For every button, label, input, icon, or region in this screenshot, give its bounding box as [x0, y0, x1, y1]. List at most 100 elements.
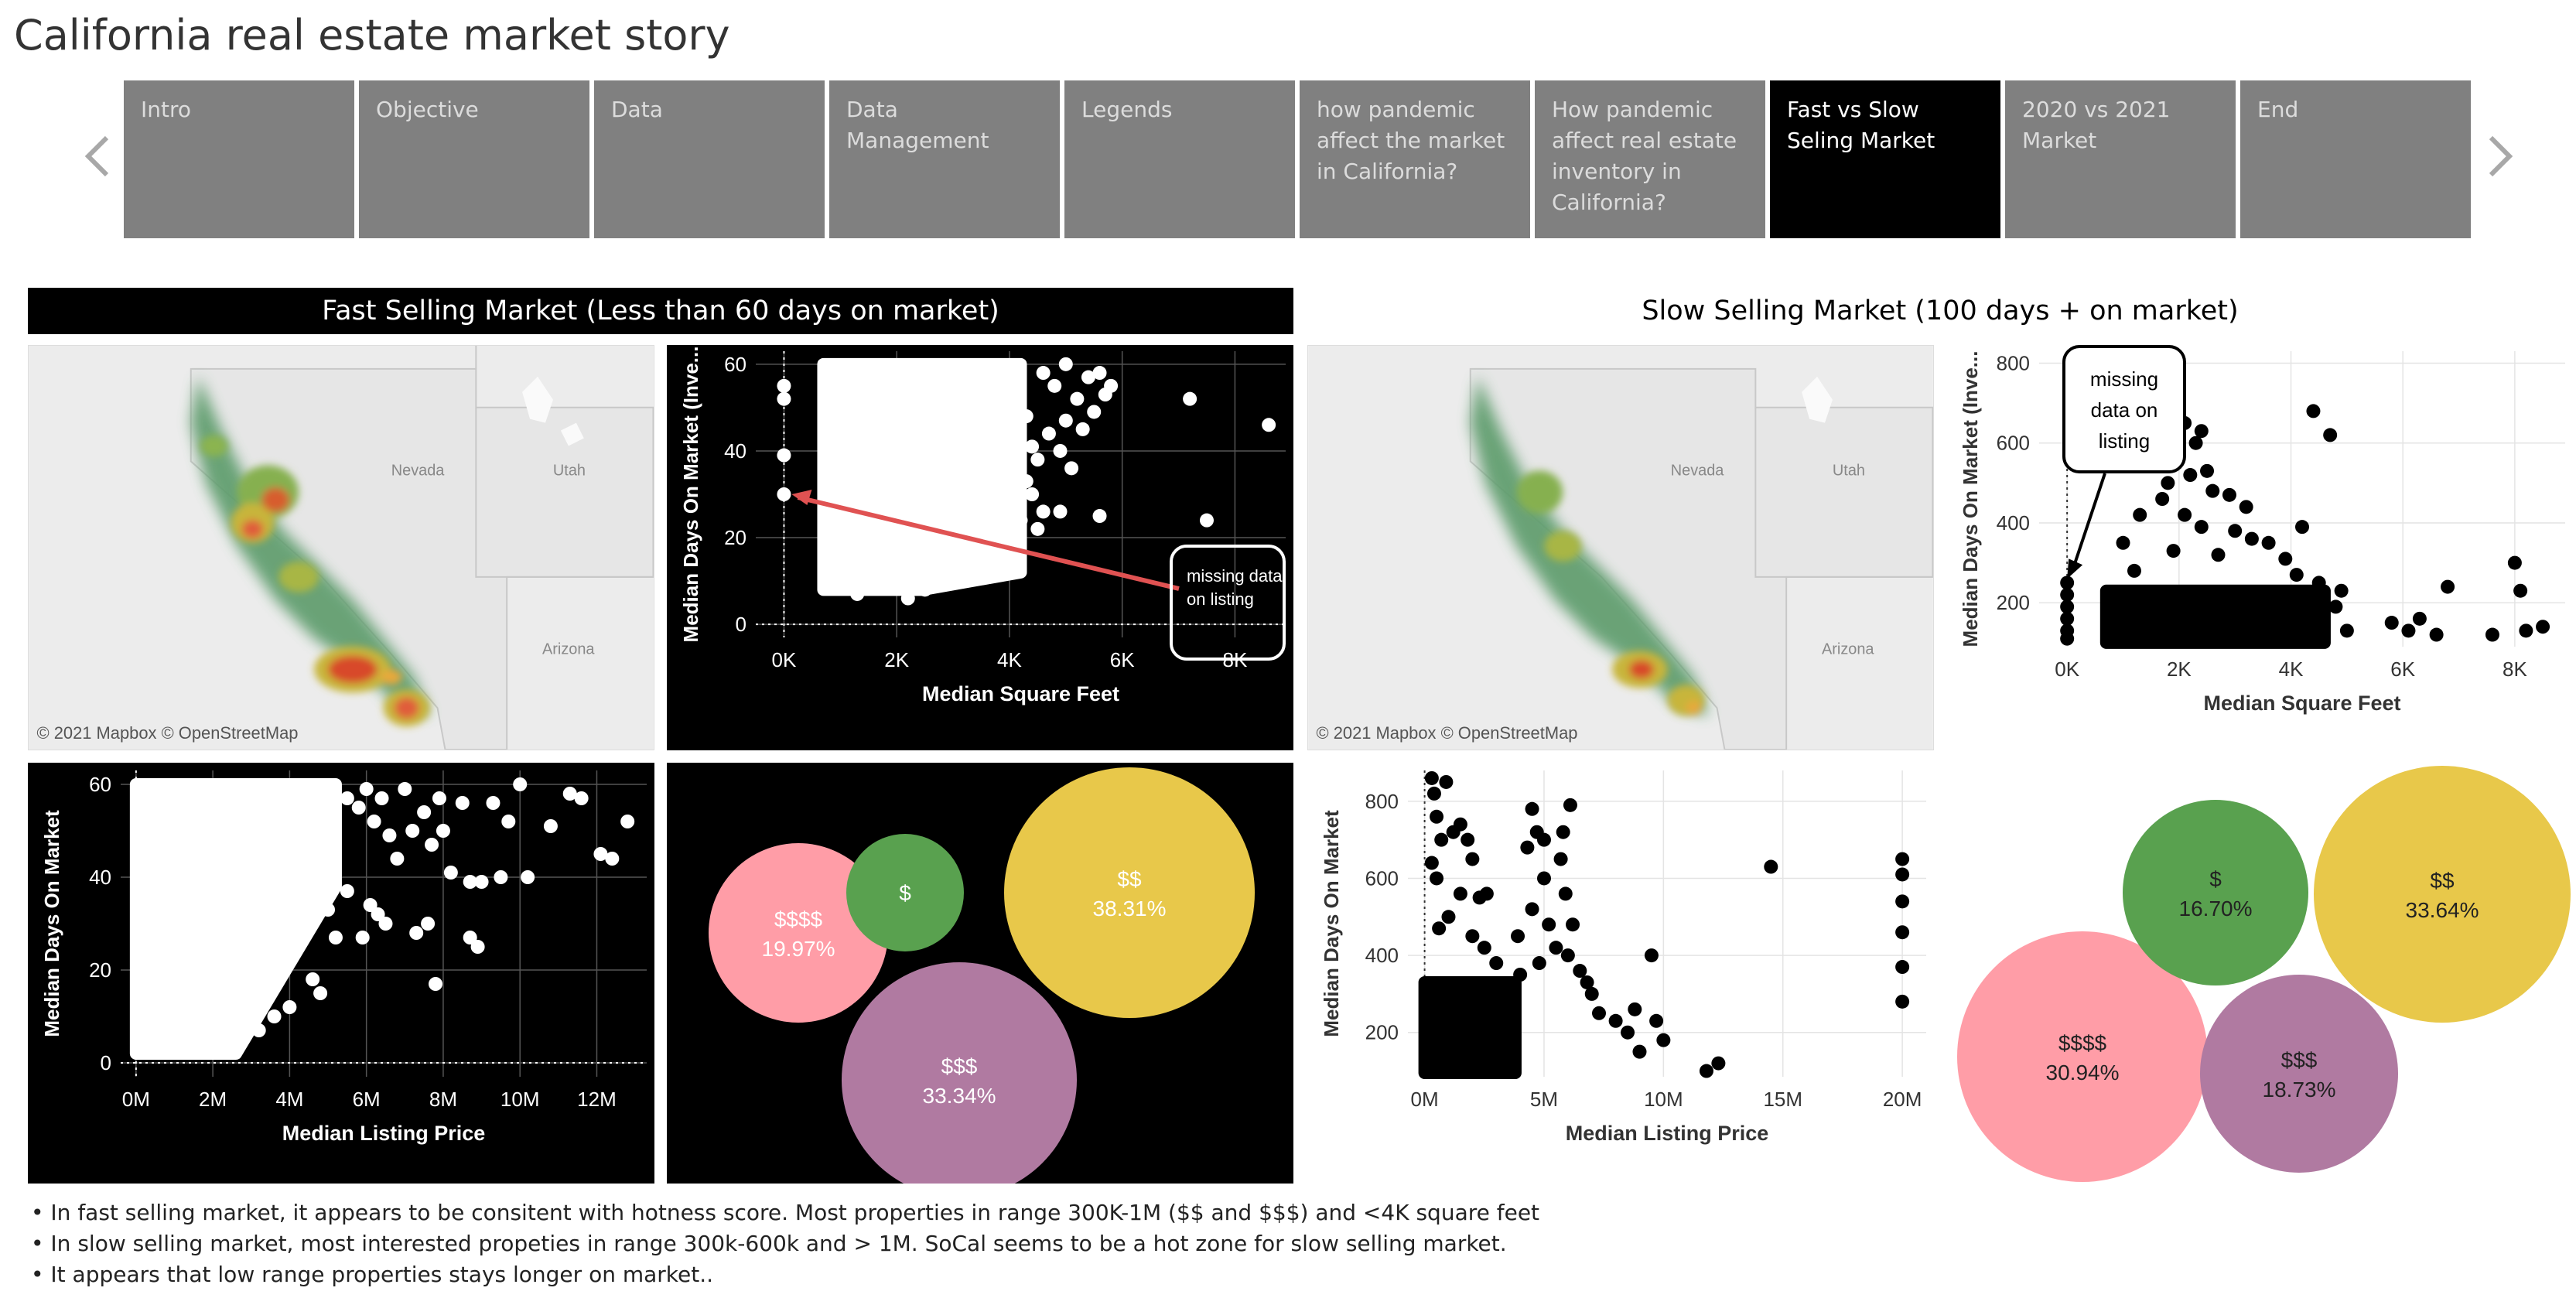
x-tick-label: 15M — [1763, 1088, 1802, 1111]
scatter-point — [1621, 1025, 1635, 1040]
fast-scatter-sqft-chart[interactable]: 0K 2K 4K 6K 8K 0 20 40 60 Median Square Feet Media… — [667, 345, 1293, 750]
scatter-point — [1432, 921, 1447, 936]
x-tick-label: 20M — [1883, 1088, 1922, 1111]
scatter-point — [1453, 817, 1467, 832]
scatter-point — [850, 586, 865, 601]
scatter-point — [455, 796, 470, 810]
scatter-point — [777, 378, 791, 393]
fast-heatmap-map[interactable]: Nevada Utah Arizona © 2021 Mapbox © Open… — [28, 345, 654, 750]
dense-point-cluster — [1418, 975, 1522, 1080]
x-tick-label: 2K — [884, 648, 909, 671]
scatter-point — [2384, 616, 2399, 630]
y-tick-label: 40 — [89, 866, 111, 889]
scatter-point — [2060, 611, 2075, 626]
scatter-point — [1479, 886, 1494, 901]
scatter-point — [1556, 825, 1570, 839]
scatter-point — [1644, 948, 1659, 963]
scatter-point — [1053, 443, 1068, 458]
scatter-point — [1511, 929, 1525, 944]
story-point-pandemic-market[interactable]: how pandemic affect the market in Califo… — [1300, 80, 1530, 238]
bubble-value: 19.97% — [762, 937, 835, 961]
map-label-nevada: Nevada — [391, 462, 446, 479]
scatter-point — [1525, 902, 1539, 917]
scatter-point — [1553, 852, 1568, 866]
x-tick-label: 0K — [772, 648, 797, 671]
story-point-label: How pandemic affect real estate inventor… — [1552, 97, 1737, 215]
scatter-point — [2306, 404, 2321, 418]
chevron-right-icon[interactable] — [2483, 133, 2517, 179]
story-point-data-management[interactable]: Data Management — [829, 80, 1060, 238]
scatter-point — [1632, 1044, 1647, 1059]
story-point-label: Objective — [376, 97, 479, 122]
story-point-legends[interactable]: Legends — [1064, 80, 1295, 238]
callout-text: missing data on listing — [2089, 367, 2159, 453]
scatter-point — [1081, 370, 1095, 384]
scatter-point — [321, 903, 336, 917]
story-point-fast-vs-slow[interactable]: Fast vs Slow Seling Market — [1770, 80, 2000, 238]
scatter-point — [2060, 576, 2075, 590]
scatter-point — [474, 875, 489, 889]
bubble-label: $$ — [1117, 867, 1142, 891]
scatter-point — [2311, 576, 2326, 590]
scatter-point — [1053, 504, 1068, 519]
y-tick-label: 200 — [1365, 1021, 1399, 1044]
chevron-left-icon[interactable] — [80, 133, 114, 179]
y-tick-label: 600 — [1365, 866, 1399, 890]
scatter-point — [463, 931, 477, 944]
story-point-2020-vs-2021[interactable]: 2020 vs 2021 Market — [2005, 80, 2236, 238]
scatter-point — [605, 852, 620, 866]
story-point-label: 2020 vs 2021 Market — [2022, 97, 2171, 153]
story-point-intro[interactable]: Intro — [124, 80, 354, 238]
scatter-point — [2166, 544, 2181, 558]
scatter-point — [328, 931, 343, 944]
y-tick-label: 800 — [1997, 351, 2030, 374]
slow-scatter-sqft-chart[interactable]: 0K 2K 4K 6K 8K 200 400 600 800 Median Square Feet… — [1946, 345, 2573, 750]
scatter-point — [1262, 418, 1276, 432]
story-point-objective[interactable]: Objective — [359, 80, 589, 238]
scatter-point — [1092, 366, 1107, 381]
scatter-point — [777, 448, 791, 463]
scatter-point — [2155, 492, 2170, 506]
price-tier-bubble — [1004, 767, 1255, 1018]
scatter-point — [313, 986, 328, 1000]
scatter-point — [429, 977, 443, 991]
scatter-point — [2429, 627, 2444, 642]
scatter-point — [355, 931, 370, 944]
scatter-point — [1453, 886, 1467, 901]
scatter-point — [900, 591, 915, 606]
slow-price-tier-bubbles[interactable]: $$ 33.64% $$$$ 30.94% $$$ 18.73% $16.70% — [1946, 763, 2573, 1184]
scatter-point — [494, 870, 508, 884]
story-point-end[interactable]: End — [2240, 80, 2471, 238]
map-credit: © 2021 Mapbox © OpenStreetMap — [37, 723, 299, 743]
x-axis-title: Median Listing Price — [282, 1122, 486, 1145]
scatter-point — [917, 582, 932, 597]
slow-scatter-price-chart[interactable]: 0M 5M 10M 15M 20M 200 400 600 800 Median Listing … — [1307, 763, 1934, 1184]
scatter-point — [486, 796, 501, 810]
y-tick-label: 0 — [101, 1051, 111, 1074]
fast-price-tier-bubbles[interactable]: $$ 38.31% $$$ 33.34% $$$$ 19.97% $ — [667, 763, 1293, 1184]
bubble-label: $$$$ — [2058, 1031, 2107, 1055]
scatter-point — [351, 801, 366, 815]
scatter-point — [2507, 555, 2522, 570]
scatter-point — [777, 391, 791, 406]
x-tick-label: 4M — [275, 1088, 303, 1111]
y-axis-title: Median Days On Market (Inve... — [1959, 351, 1982, 647]
bubble-value: 16.70% — [2179, 897, 2253, 921]
scatter-point — [2401, 623, 2416, 638]
scatter-point — [1465, 852, 1480, 866]
scatter-point — [1058, 413, 1073, 428]
slow-heatmap-map[interactable]: Nevada Utah Arizona © 2021 Mapbox © Open… — [1307, 345, 1934, 750]
scatter-point — [1439, 774, 1454, 789]
scatter-point — [1434, 832, 1449, 847]
scatter-point — [2295, 520, 2309, 535]
scatter-point — [2127, 563, 2141, 578]
fast-scatter-price-chart[interactable]: 0M 2M 4M 6M 8M 10M 12M 0 20 40 60 Median Listing Pr… — [28, 763, 654, 1184]
story-point-data[interactable]: Data — [594, 80, 825, 238]
scatter-point — [996, 531, 1011, 545]
scatter-point — [2194, 424, 2209, 439]
story-point-pandemic-inventory[interactable]: How pandemic affect real estate inventor… — [1535, 80, 1765, 238]
scatter-point — [1430, 871, 1444, 886]
scatter-point — [521, 870, 535, 884]
map-label-utah: Utah — [553, 462, 586, 479]
scatter-point — [2278, 552, 2293, 566]
